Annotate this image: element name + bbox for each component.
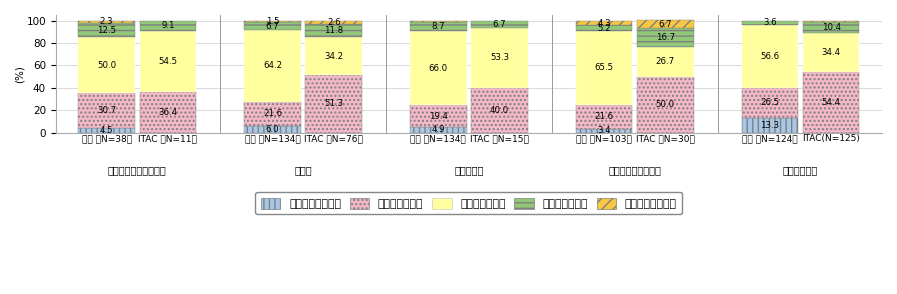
Text: 6.0: 6.0 [266,125,279,134]
Text: 36.4: 36.4 [159,108,178,117]
Bar [306,75,362,133]
Bar [803,33,859,72]
Bar [410,22,466,31]
Bar [306,37,362,75]
Text: 21.6: 21.6 [595,112,614,121]
Bar [576,31,632,105]
Bar [244,22,300,30]
Text: 53.3: 53.3 [490,54,509,63]
Text: 26.7: 26.7 [656,57,675,66]
Bar [803,72,859,133]
Text: 51.3: 51.3 [324,99,344,108]
Text: 26.5: 26.5 [761,98,779,107]
Text: 1.5: 1.5 [266,17,279,26]
Text: 商業・流通: 商業・流通 [454,166,483,176]
Text: 4.5: 4.5 [100,126,113,135]
Text: 4.3: 4.3 [597,19,611,28]
Text: 4.9: 4.9 [431,126,445,134]
Text: 2.3: 2.3 [100,17,113,26]
Text: 2.6: 2.6 [327,18,341,27]
Text: 10.4: 10.4 [822,23,840,32]
Text: 3.6: 3.6 [763,18,777,27]
Text: 34.4: 34.4 [822,48,840,57]
Text: 50.0: 50.0 [656,100,675,109]
Bar [140,21,196,31]
Text: 13.3: 13.3 [761,121,779,130]
Text: 12.5: 12.5 [97,26,117,35]
Bar [410,31,466,106]
Text: 54.5: 54.5 [159,57,178,66]
Bar [471,88,527,133]
Y-axis label: (%): (%) [15,65,25,83]
Bar [410,106,466,127]
Bar [742,118,798,133]
Text: 製造業: 製造業 [294,166,312,176]
Text: 21.6: 21.6 [263,109,282,118]
Bar [244,126,300,133]
Text: 34.2: 34.2 [324,51,344,61]
Bar [140,92,196,133]
Text: 30.7: 30.7 [97,106,117,115]
Legend: 非常にポジティブ, ややポジティブ, どちらでもない, ややネガティブ, 非常にネガティブ: 非常にポジティブ, ややポジティブ, どちらでもない, ややネガティブ, 非常に… [256,192,683,214]
Text: サービス業、その他: サービス業、その他 [608,166,661,176]
Bar [742,88,798,118]
Bar [637,21,693,28]
Text: 11.8: 11.8 [324,26,344,35]
Text: 6.7: 6.7 [492,20,506,29]
Bar [78,23,135,37]
Text: 65.5: 65.5 [595,64,614,72]
Text: 66.0: 66.0 [429,64,448,73]
Bar [576,21,632,25]
Text: 64.2: 64.2 [263,61,282,70]
Bar [742,21,798,25]
Bar [244,30,300,102]
Bar [78,93,135,128]
Bar [637,28,693,47]
Bar [78,37,135,93]
Bar [637,47,693,77]
Text: 情報通信産業: 情報通信産業 [783,166,818,176]
Text: 9.1: 9.1 [161,21,175,30]
Bar [78,21,135,23]
Bar [306,24,362,37]
Text: エネルギー・インフラ: エネルギー・インフラ [108,166,167,176]
Text: 3.4: 3.4 [597,126,611,135]
Bar [471,21,527,28]
Bar [576,105,632,129]
Bar [471,28,527,88]
Bar [410,127,466,133]
Text: 6.7: 6.7 [658,20,672,29]
Bar [244,21,300,22]
Text: 40.0: 40.0 [490,106,509,115]
Text: 16.7: 16.7 [656,33,675,42]
Bar [637,77,693,133]
Bar [306,21,362,24]
Text: 50.0: 50.0 [97,61,117,70]
Bar [140,31,196,92]
Text: 5.2: 5.2 [597,24,611,33]
Text: 19.4: 19.4 [429,112,448,121]
Text: 6.7: 6.7 [266,21,279,31]
Bar [78,128,135,133]
Text: 54.4: 54.4 [822,98,840,107]
Bar [576,129,632,133]
Bar [576,25,632,31]
Text: 56.6: 56.6 [761,52,779,61]
Bar [244,102,300,126]
Bar [410,21,466,22]
Bar [742,25,798,88]
Bar [803,21,859,33]
Text: 8.7: 8.7 [431,22,445,31]
